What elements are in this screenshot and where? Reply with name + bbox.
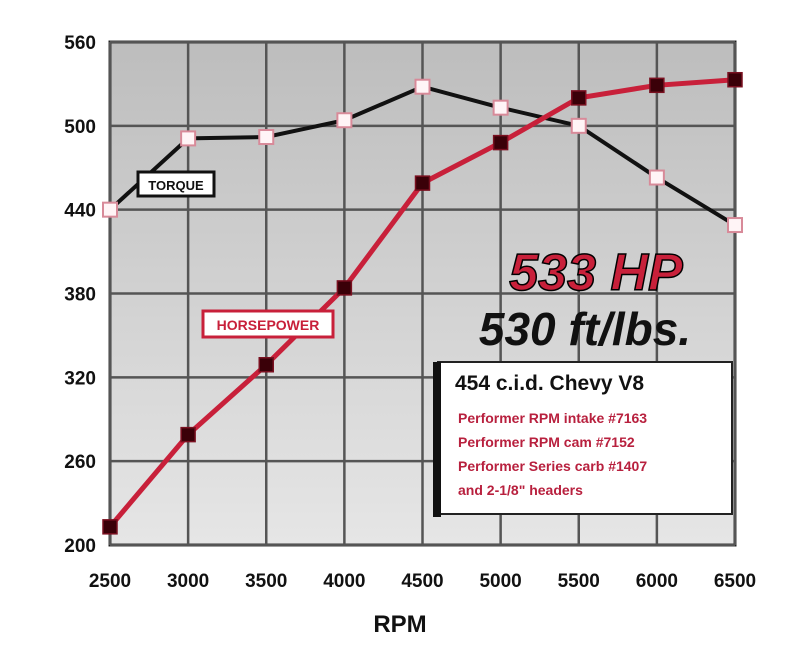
- torque-legend-text: TORQUE: [148, 178, 204, 193]
- x-tick-label: 4500: [401, 571, 443, 592]
- spec-line: and 2-1/8" headers: [458, 482, 583, 498]
- x-tick-label: 4000: [323, 571, 365, 592]
- torque-point: [492, 99, 509, 116]
- spec-line: Performer RPM intake #7163: [458, 410, 647, 426]
- horsepower-point: [414, 175, 431, 191]
- x-tick-label: 6000: [636, 571, 678, 592]
- series-layer: [102, 71, 743, 535]
- y-tick-label: 320: [64, 368, 96, 389]
- x-tick-label: 3000: [167, 571, 209, 592]
- torque-point: [727, 217, 743, 234]
- x-axis-label: RPM: [373, 611, 426, 638]
- horsepower-legend-text: HORSEPOWER: [217, 317, 320, 333]
- horsepower-point: [102, 519, 118, 535]
- x-tick-label: 6500: [714, 571, 756, 592]
- x-tick-label: 2500: [89, 571, 131, 592]
- y-tick-label: 380: [64, 285, 96, 306]
- horsepower-point: [492, 134, 509, 151]
- spec-box: 454 c.i.d. Chevy V8 Performer RPM intake…: [433, 361, 733, 517]
- spec-line: Performer Series carb #1407: [458, 458, 647, 474]
- horsepower-label: HORSEPOWER: [201, 309, 335, 339]
- horsepower-point: [180, 426, 196, 443]
- horsepower-point: [727, 71, 743, 88]
- torque-point: [258, 129, 275, 146]
- y-axis-ticks: 200 260 320 380 440 500 560: [64, 33, 96, 557]
- y-tick-label: 560: [64, 33, 96, 54]
- y-tick-label: 500: [64, 117, 96, 138]
- torque-point: [648, 169, 665, 186]
- torque-label: TORQUE: [136, 170, 216, 198]
- y-tick-label: 440: [64, 201, 96, 222]
- horsepower-point: [649, 77, 665, 94]
- x-tick-label: 5500: [558, 571, 600, 592]
- horsepower-point: [336, 280, 353, 296]
- horsepower-point: [258, 357, 274, 373]
- torque-point: [102, 201, 118, 218]
- spec-title: 454 c.i.d. Chevy V8: [455, 372, 644, 395]
- horsepower-point: [571, 90, 587, 106]
- hp-headline: 533 HP: [509, 244, 683, 302]
- x-axis-ticks: 2500 3000 3500 4000 4500 5000 5500 6000 6500: [89, 571, 756, 592]
- torque-headline: 530 ft/lbs.: [479, 303, 691, 355]
- y-tick-label: 260: [64, 452, 96, 473]
- torque-point: [336, 112, 353, 129]
- torque-point: [570, 117, 587, 134]
- y-tick-label: 200: [64, 536, 96, 557]
- torque-point: [414, 78, 431, 95]
- x-tick-label: 3500: [245, 571, 287, 592]
- x-tick-label: 5000: [479, 571, 521, 592]
- torque-point: [180, 130, 197, 147]
- spec-line: Performer RPM cam #7152: [458, 434, 635, 450]
